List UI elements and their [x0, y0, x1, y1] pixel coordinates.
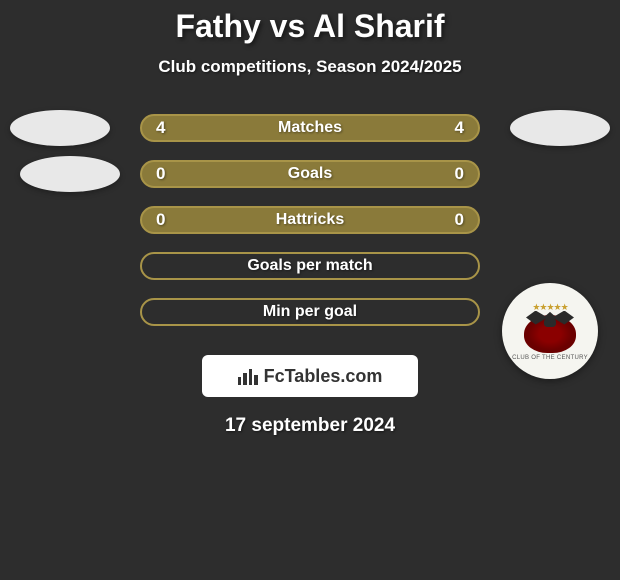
stat-right-value: 0	[455, 164, 464, 184]
stat-bar: 0 Goals 0	[140, 160, 480, 188]
stat-label: Min per goal	[263, 303, 357, 321]
stat-bar: 0 Hattricks 0	[140, 206, 480, 234]
stat-row-matches: 4 Matches 4	[0, 105, 620, 151]
stat-bar: Goals per match	[140, 252, 480, 280]
club-eagle-icon	[524, 315, 576, 353]
player-badge-left-1	[10, 110, 110, 146]
stats-container: 4 Matches 4 0 Goals 0 0 Hattricks 0 Goal…	[0, 105, 620, 335]
stat-label: Matches	[278, 119, 342, 137]
club-badge-text: CLUB OF THE CENTURY	[512, 355, 588, 361]
date-label: 17 september 2024	[225, 415, 395, 437]
stat-row-goals: 0 Goals 0	[0, 151, 620, 197]
player-badge-right-1	[510, 110, 610, 146]
stat-row-gpm: Goals per match	[0, 243, 620, 289]
page-title: Fathy vs Al Sharif	[175, 8, 444, 45]
club-badge-alahly: ★★★★★ CLUB OF THE CENTURY	[502, 283, 598, 379]
stat-bar: 4 Matches 4	[140, 114, 480, 142]
bar-chart-icon	[238, 367, 258, 385]
stat-bar: Min per goal	[140, 298, 480, 326]
club-stars-icon: ★★★★★	[532, 302, 567, 313]
stat-right-value: 4	[455, 118, 464, 138]
fctables-badge[interactable]: FcTables.com	[202, 355, 418, 397]
stat-left-value: 0	[156, 164, 165, 184]
player-badge-left-2	[20, 156, 120, 192]
subtitle: Club competitions, Season 2024/2025	[158, 57, 461, 77]
stat-label: Hattricks	[276, 211, 344, 229]
stat-right-value: 0	[455, 210, 464, 230]
fctables-label: FcTables.com	[264, 366, 383, 387]
stat-label: Goals per match	[247, 257, 372, 275]
stat-left-value: 4	[156, 118, 165, 138]
stat-row-hattricks: 0 Hattricks 0	[0, 197, 620, 243]
stat-left-value: 0	[156, 210, 165, 230]
stat-label: Goals	[288, 165, 332, 183]
